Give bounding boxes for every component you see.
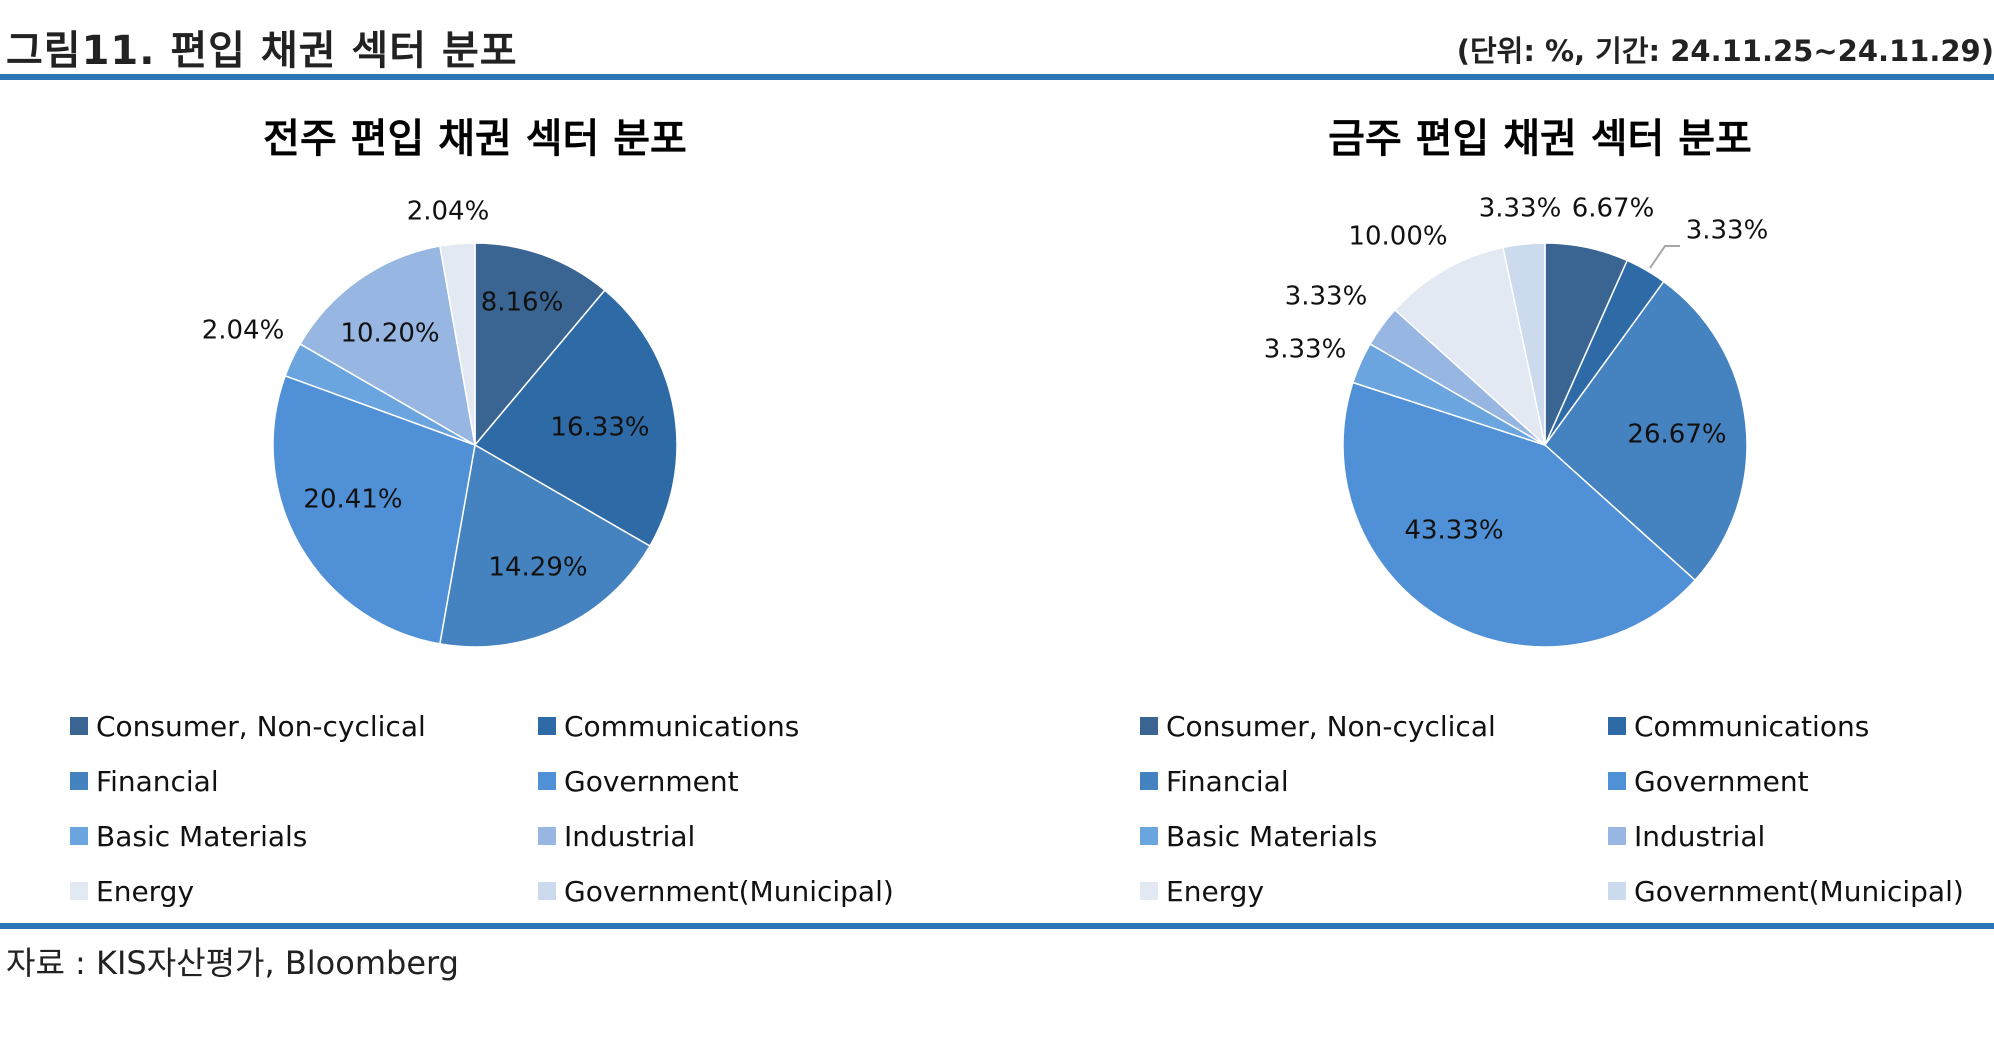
legend-item-1: Communications — [1608, 708, 1869, 744]
legend-item-0: Consumer, Non-cyclical — [1140, 708, 1496, 744]
legend-swatch — [70, 827, 88, 845]
source-note: 자료 : KIS자산평가, Bloomberg — [6, 944, 459, 982]
right-data-label-7: 3.33% — [1479, 194, 1562, 224]
legend-item-3: Government — [538, 763, 739, 799]
right-data-label-6: 10.00% — [1348, 222, 1447, 252]
legend-label: Basic Materials — [1166, 819, 1378, 853]
legend-swatch — [1140, 772, 1158, 790]
legend-swatch — [538, 827, 556, 845]
legend-swatch — [70, 717, 88, 735]
pie-charts: 8.16% 16.33% 14.29% 20.41% 2.04% 10.20% 2.04% 6… — [202, 194, 1769, 648]
figure-header: 그림11. 편입 채권 섹터 분포 (단위: %, 기간: 24.11.25~2… — [0, 0, 1994, 74]
legend-label: Financial — [96, 764, 219, 798]
header-divider — [0, 74, 1994, 80]
legend-swatch — [1140, 882, 1158, 900]
left-pie-slice-3 — [272, 374, 476, 645]
right-leader-line-1 — [1649, 245, 1680, 269]
legend-swatch — [538, 772, 556, 790]
legend-item-0: Consumer, Non-cyclical — [70, 708, 426, 744]
legend-swatch — [1140, 827, 1158, 845]
right-pie-slice-3 — [1342, 381, 1697, 648]
right-chart-title: 금주 편입 채권 섹터 분포 — [1328, 116, 1752, 162]
legend-swatch — [70, 772, 88, 790]
right-pie-slice-2 — [1543, 280, 1748, 582]
left-data-label-4: 2.04% — [202, 316, 285, 346]
legend-label: Energy — [96, 874, 195, 908]
legend-label: Consumer, Non-cyclical — [1166, 709, 1496, 743]
legend-swatch — [1608, 882, 1626, 900]
legend-label: Financial — [1166, 764, 1289, 798]
legend-item-7: Government(Municipal) — [538, 873, 894, 909]
legend-swatch — [538, 882, 556, 900]
footer-divider — [0, 923, 1994, 929]
left-data-label-5: 10.20% — [340, 319, 439, 349]
figure-title: 그림11. 편입 채권 섹터 분포 — [6, 28, 518, 74]
legend-item-2: Financial — [1140, 763, 1289, 799]
right-data-label-0: 6.67% — [1572, 194, 1655, 224]
legend-swatch — [1608, 717, 1626, 735]
legend-item-4: Basic Materials — [1140, 818, 1377, 854]
legend-item-5: Industrial — [1608, 818, 1765, 854]
legend-label: Government — [1634, 764, 1809, 798]
legend-label: Government(Municipal) — [1634, 874, 1964, 908]
left-data-label-1: 16.33% — [550, 413, 649, 443]
legend-swatch — [70, 882, 88, 900]
left-data-label-2: 14.29% — [488, 553, 587, 583]
legend-label: Energy — [1166, 874, 1265, 908]
legend-item-6: Energy — [70, 873, 194, 909]
unit-period-label: (단위: %, 기간: 24.11.25~24.11.29) — [1456, 34, 1994, 68]
legend-label: Basic Materials — [96, 819, 308, 853]
legend-label: Communications — [564, 709, 800, 743]
legend-label: Communications — [1634, 709, 1870, 743]
legend-item-6: Energy — [1140, 873, 1264, 909]
left-chart-title: 전주 편입 채권 섹터 분포 — [263, 116, 687, 162]
legend-item-7: Government(Municipal) — [1608, 873, 1964, 909]
legend-item-3: Government — [1608, 763, 1809, 799]
left-pie-slice-1 — [473, 289, 678, 548]
right-data-label-3: 43.33% — [1404, 516, 1503, 546]
legend-label: Government(Municipal) — [564, 874, 894, 908]
left-pie-slice-6 — [439, 242, 476, 446]
right-legend: Consumer, Non-cyclical Communications Fina… — [1140, 708, 1994, 908]
left-data-label-0: 8.16% — [481, 288, 564, 318]
legend-label: Industrial — [1634, 819, 1766, 853]
left-data-label-3: 20.41% — [303, 485, 402, 515]
legend-swatch — [1140, 717, 1158, 735]
right-data-label-2: 26.67% — [1627, 420, 1726, 450]
legend-label: Government — [564, 764, 739, 798]
right-pie-slice-7 — [1502, 242, 1546, 446]
right-data-label-1: 3.33% — [1686, 216, 1769, 246]
legend-label: Consumer, Non-cyclical — [96, 709, 426, 743]
legend-item-5: Industrial — [538, 818, 695, 854]
legend-swatch — [1608, 772, 1626, 790]
left-pie-slice-2 — [438, 443, 651, 648]
left-pie-slice-5 — [299, 245, 477, 447]
legend-swatch — [538, 717, 556, 735]
legend-label: Industrial — [564, 819, 696, 853]
left-data-label-6: 2.04% — [407, 197, 490, 227]
legend-item-1: Communications — [538, 708, 799, 744]
right-data-label-5: 3.33% — [1285, 282, 1368, 312]
left-legend: Consumer, Non-cyclical Communications Fina… — [70, 708, 1010, 908]
legend-swatch — [1608, 827, 1626, 845]
right-data-label-4: 3.33% — [1264, 335, 1347, 365]
legend-item-2: Financial — [70, 763, 219, 799]
left-pie-slice-0 — [474, 242, 606, 448]
right-pie-slice-6 — [1393, 246, 1547, 448]
legend-item-4: Basic Materials — [70, 818, 307, 854]
